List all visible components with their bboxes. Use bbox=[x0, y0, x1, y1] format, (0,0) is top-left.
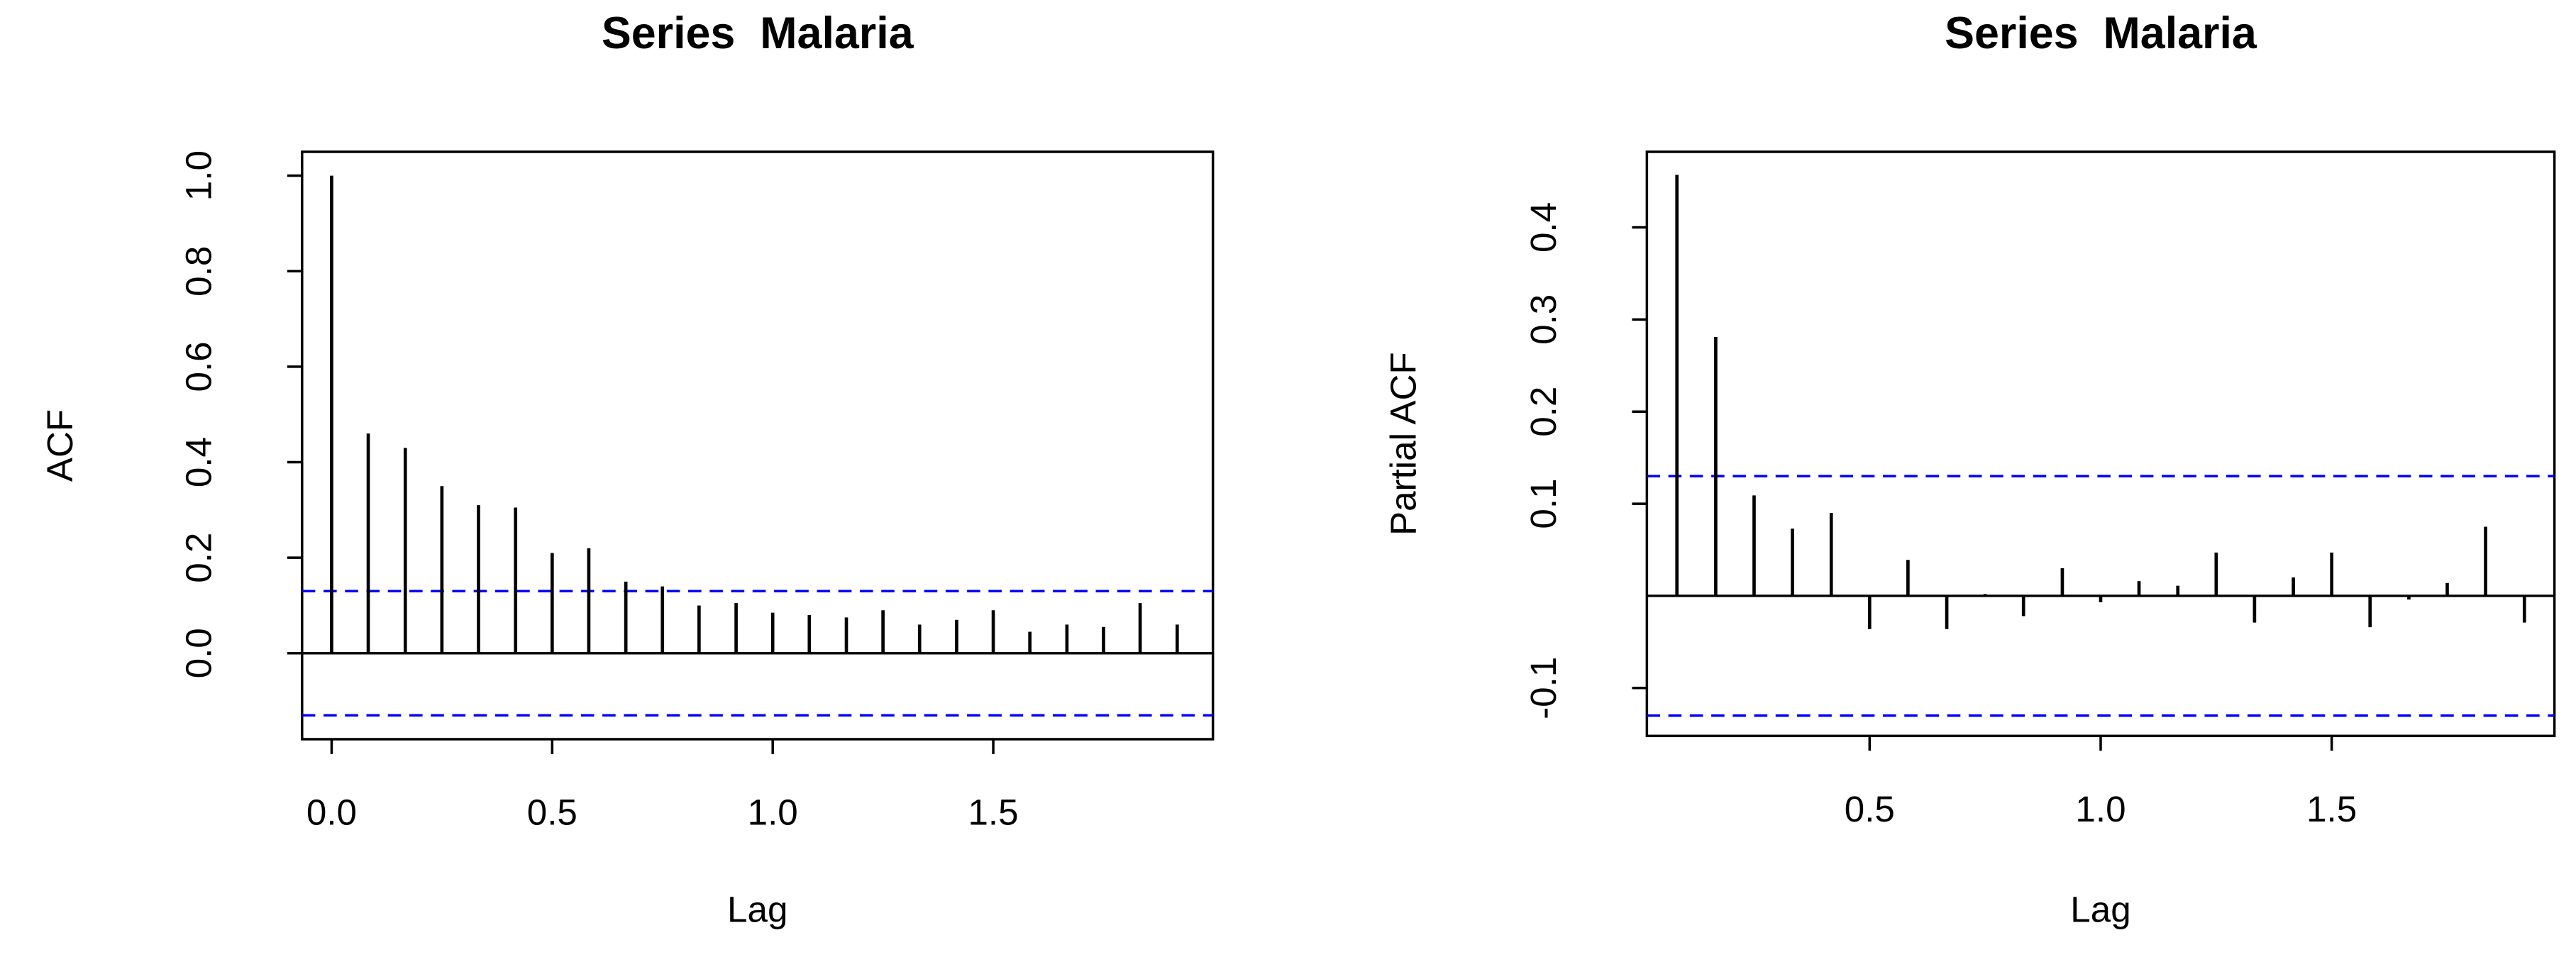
x-axis-label: Lag bbox=[727, 890, 787, 930]
y-tick-label: 0.2 bbox=[178, 533, 219, 583]
y-axis-label: Partial ACF bbox=[1383, 352, 1423, 536]
y-tick-label: 0.4 bbox=[178, 437, 219, 487]
x-tick-label: 1.5 bbox=[2306, 789, 2357, 829]
x-tick-label: 1.0 bbox=[748, 792, 798, 832]
y-axis-label: ACF bbox=[40, 409, 80, 482]
x-axis-label: Lag bbox=[2070, 890, 2130, 930]
y-tick-label: 0.3 bbox=[1523, 294, 1564, 345]
x-tick-label: 1.5 bbox=[968, 792, 1018, 832]
y-tick-label: 0.6 bbox=[178, 341, 219, 392]
plot-frame bbox=[1645, 150, 2556, 738]
y-tick-label: -0.1 bbox=[1523, 657, 1564, 719]
x-tick-label: 0.5 bbox=[527, 792, 577, 832]
y-tick-label: 0.1 bbox=[1523, 479, 1564, 529]
x-tick-label: 0.5 bbox=[1845, 789, 1895, 829]
x-tick-label: 1.0 bbox=[2075, 789, 2126, 829]
y-tick-label: 1.0 bbox=[178, 150, 219, 201]
y-tick-label: 0.8 bbox=[178, 246, 219, 297]
chart-title: Series Malaria bbox=[1945, 9, 2257, 58]
y-tick-label: 0.4 bbox=[1523, 202, 1564, 253]
chart-title: Series Malaria bbox=[602, 9, 914, 58]
plot-frame bbox=[301, 150, 1215, 741]
y-tick-label: 0.0 bbox=[178, 628, 219, 678]
y-tick-label: 0.2 bbox=[1523, 387, 1564, 437]
x-tick-label: 0.0 bbox=[306, 792, 357, 832]
